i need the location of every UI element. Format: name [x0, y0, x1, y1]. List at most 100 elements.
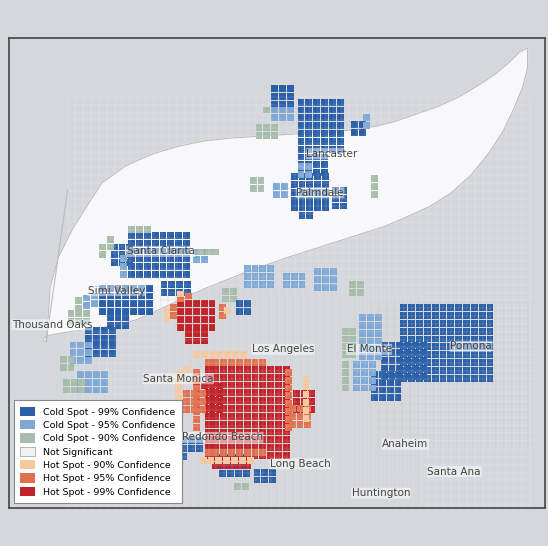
Bar — [107, 244, 113, 251]
Bar — [193, 393, 200, 399]
Bar — [259, 405, 266, 412]
Bar — [424, 367, 431, 374]
Bar — [159, 240, 167, 247]
Bar — [204, 374, 212, 381]
Bar — [302, 376, 310, 383]
Bar — [314, 268, 321, 275]
Bar — [299, 197, 305, 204]
Bar — [219, 462, 226, 468]
Bar — [220, 389, 227, 396]
Bar — [269, 468, 276, 476]
Bar — [144, 240, 151, 247]
Bar — [67, 318, 75, 325]
Bar — [252, 273, 259, 280]
Bar — [78, 387, 85, 393]
Bar — [341, 351, 349, 358]
Bar — [213, 382, 219, 389]
Bar — [412, 357, 419, 364]
Bar — [252, 449, 259, 456]
Bar — [369, 377, 376, 384]
Bar — [416, 328, 423, 335]
Bar — [381, 357, 387, 364]
Bar — [416, 304, 423, 311]
Bar — [201, 248, 208, 256]
Bar — [298, 106, 305, 114]
Bar — [152, 247, 159, 254]
Bar — [267, 421, 274, 428]
Bar — [122, 314, 129, 321]
Bar — [329, 106, 336, 114]
Bar — [401, 336, 407, 342]
Bar — [287, 101, 294, 108]
Bar — [396, 341, 403, 348]
Bar — [76, 298, 82, 304]
Bar — [463, 328, 470, 335]
Bar — [244, 452, 250, 459]
Bar — [359, 346, 366, 352]
Bar — [109, 342, 116, 349]
Bar — [305, 153, 312, 161]
Bar — [109, 335, 116, 341]
Bar — [209, 390, 215, 397]
Bar — [213, 359, 219, 366]
Bar — [471, 375, 478, 382]
Bar — [447, 328, 454, 335]
Bar — [130, 308, 137, 315]
Bar — [236, 405, 243, 412]
Bar — [77, 371, 84, 378]
Bar — [259, 413, 266, 420]
Bar — [93, 335, 100, 341]
Bar — [281, 183, 288, 190]
Bar — [341, 361, 349, 368]
Bar — [259, 273, 266, 280]
Bar — [305, 99, 312, 106]
Bar — [267, 452, 274, 459]
Bar — [228, 374, 235, 381]
Bar — [93, 327, 100, 334]
Bar — [420, 349, 427, 356]
Bar — [185, 324, 192, 331]
Bar — [204, 405, 212, 412]
Text: Santa Monica: Santa Monica — [143, 373, 213, 384]
Bar — [329, 130, 336, 137]
Bar — [271, 85, 278, 92]
Bar — [93, 351, 100, 357]
Bar — [193, 351, 200, 358]
Bar — [487, 320, 493, 327]
Bar — [159, 256, 167, 262]
Bar — [213, 397, 219, 404]
Bar — [412, 365, 419, 372]
Bar — [180, 437, 187, 444]
Bar — [244, 265, 250, 272]
Bar — [213, 413, 219, 420]
Bar — [185, 330, 192, 337]
Bar — [471, 351, 478, 358]
Bar — [250, 185, 256, 192]
Bar — [381, 365, 387, 372]
Bar — [359, 322, 366, 329]
Bar — [109, 351, 116, 357]
Bar — [127, 244, 133, 251]
Bar — [85, 349, 92, 356]
Bar — [177, 295, 184, 302]
Bar — [375, 314, 382, 321]
Bar — [302, 391, 310, 398]
Bar — [305, 122, 312, 129]
Bar — [487, 367, 493, 374]
Bar — [128, 240, 135, 247]
Bar — [285, 408, 292, 415]
Bar — [329, 115, 336, 121]
Bar — [424, 304, 431, 311]
Bar — [367, 314, 374, 321]
Bar — [267, 444, 274, 451]
Text: Simi Valley: Simi Valley — [88, 286, 145, 295]
Bar — [337, 106, 344, 114]
Bar — [232, 351, 239, 358]
Bar — [305, 421, 311, 428]
Bar — [201, 398, 208, 405]
Bar — [239, 457, 246, 464]
Bar — [228, 405, 235, 412]
Bar — [228, 436, 235, 443]
Bar — [122, 285, 129, 292]
Bar — [152, 256, 159, 262]
